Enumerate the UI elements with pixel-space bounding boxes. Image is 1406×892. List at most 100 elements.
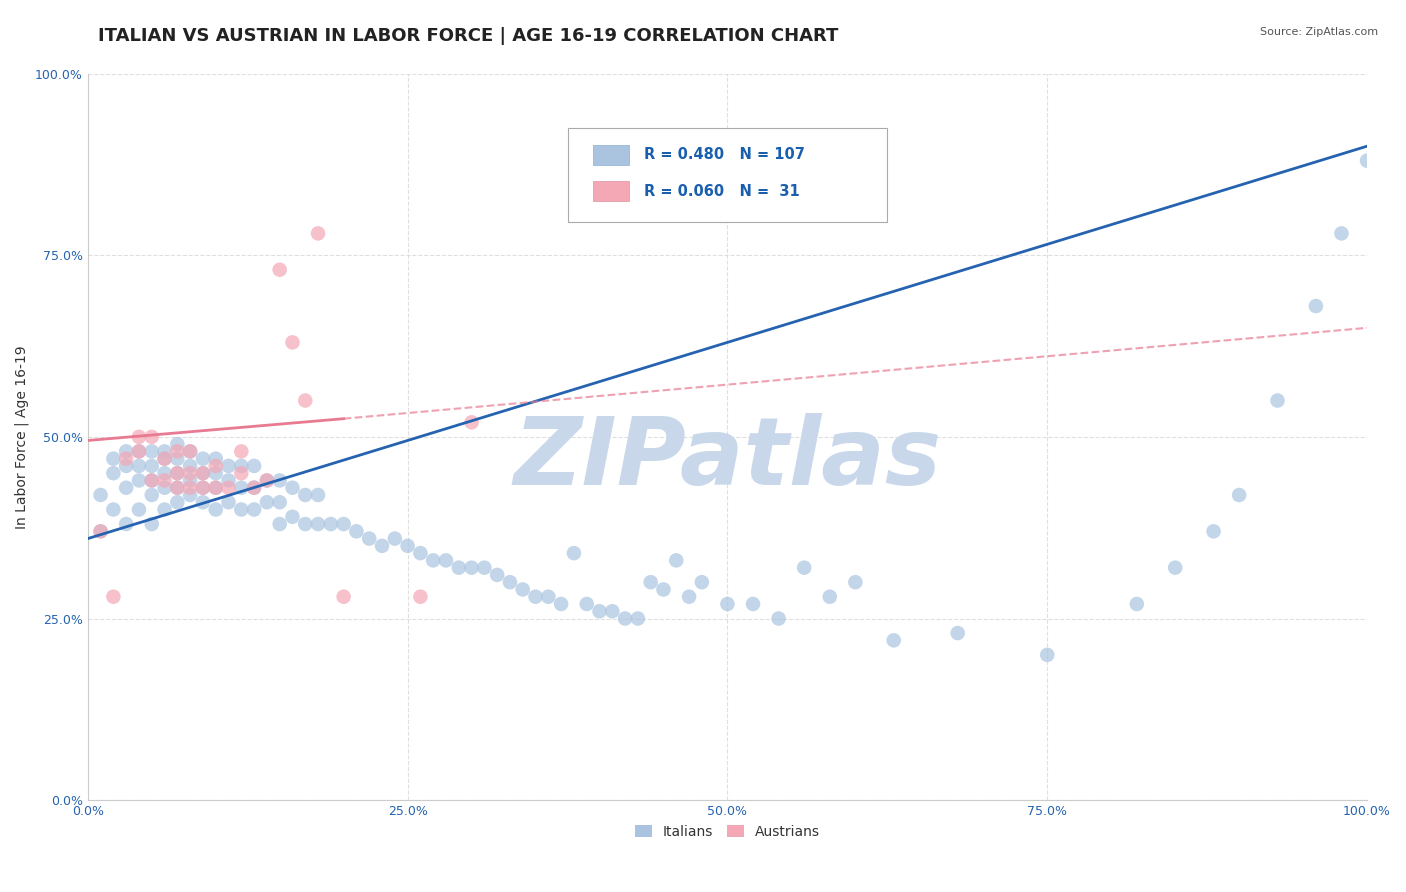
Point [460,560,482,574]
Legend: Italians, Austrians: Italians, Austrians [630,819,825,844]
Point [166,451,188,466]
FancyBboxPatch shape [568,128,887,222]
Point [166,437,188,451]
Point [128,444,150,458]
Point [281,335,304,350]
Point [1305,299,1327,313]
Point [346,524,368,539]
Point [281,481,304,495]
Point [90,524,112,539]
Point [640,575,662,590]
Point [179,466,201,480]
Point [486,568,509,582]
Point [243,481,266,495]
Point [550,597,572,611]
FancyBboxPatch shape [593,181,628,202]
Point [1036,648,1059,662]
Point [128,458,150,473]
Point [434,553,457,567]
Point [269,495,291,509]
Point [115,517,138,532]
Point [141,444,163,458]
Point [179,444,201,458]
Point [409,590,432,604]
Text: Source: ZipAtlas.com: Source: ZipAtlas.com [1260,27,1378,37]
Point [1267,393,1289,408]
Point [231,481,253,495]
Point [1227,488,1250,502]
Point [141,474,163,488]
Point [191,451,214,466]
Point [1355,153,1378,168]
Point [384,532,406,546]
Point [103,590,125,604]
Point [307,227,329,241]
Point [115,458,138,473]
Point [359,532,381,546]
Point [281,509,304,524]
Point [524,590,547,604]
Text: ITALIAN VS AUSTRIAN IN LABOR FORCE | AGE 16-19 CORRELATION CHART: ITALIAN VS AUSTRIAN IN LABOR FORCE | AGE… [98,27,839,45]
Point [166,481,188,495]
Point [588,604,610,618]
Point [562,546,585,560]
Point [141,488,163,502]
Point [218,474,240,488]
Point [447,560,470,574]
Point [793,560,815,574]
Point [204,466,226,480]
Point [115,444,138,458]
Point [269,517,291,532]
Point [231,502,253,516]
Point [141,474,163,488]
Point [537,590,560,604]
Point [294,517,316,532]
Point [422,553,444,567]
Point [499,575,522,590]
Point [204,451,226,466]
Point [243,502,266,516]
Point [512,582,534,597]
Point [768,611,790,625]
Point [204,458,226,473]
Point [179,444,201,458]
Point [231,444,253,458]
Point [153,444,176,458]
Point [946,626,969,640]
Point [678,590,700,604]
Point [153,502,176,516]
Point [166,444,188,458]
Point [472,560,495,574]
Point [690,575,713,590]
Point [332,517,354,532]
Point [191,481,214,495]
Point [103,502,125,516]
Point [256,474,278,488]
Point [128,444,150,458]
Point [191,466,214,480]
Point [231,458,253,473]
Point [319,517,342,532]
Point [269,474,291,488]
Point [191,481,214,495]
Point [742,597,765,611]
Point [818,590,841,604]
Point [166,466,188,480]
Point [294,393,316,408]
FancyBboxPatch shape [593,145,628,165]
Point [256,495,278,509]
Point [153,481,176,495]
Point [218,481,240,495]
Point [243,481,266,495]
Point [614,611,637,625]
Point [460,415,482,429]
Point [218,458,240,473]
Point [627,611,650,625]
Point [1202,524,1225,539]
Point [141,517,163,532]
Point [191,495,214,509]
Point [294,488,316,502]
Point [141,430,163,444]
Point [307,488,329,502]
Point [128,474,150,488]
